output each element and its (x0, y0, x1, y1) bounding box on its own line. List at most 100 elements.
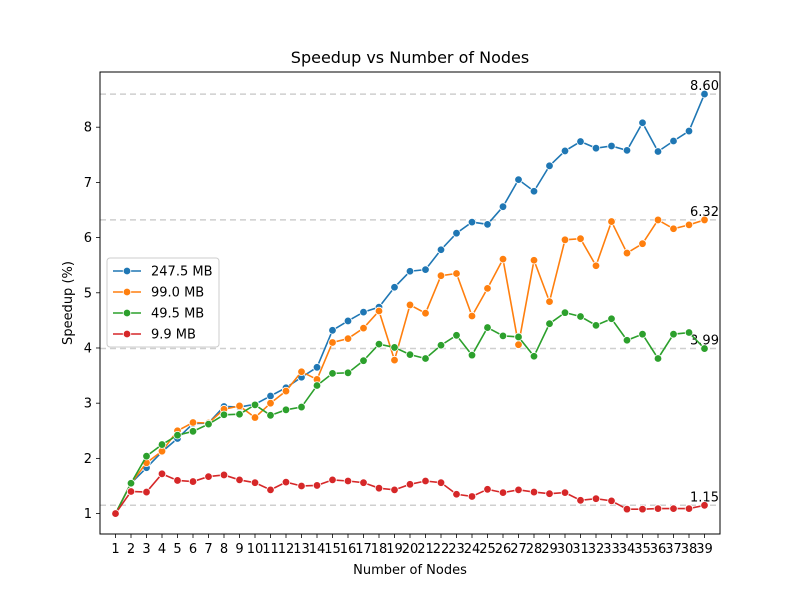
data-point (607, 217, 616, 226)
data-point (700, 501, 709, 510)
x-tick-label: 35 (634, 542, 651, 557)
data-point (653, 354, 663, 363)
data-point (560, 235, 570, 244)
y-axis: 1 2 3 4 5 6 7 8 (84, 121, 100, 522)
data-point (390, 485, 399, 495)
data-point (669, 224, 678, 233)
x-tick-label: 3 (142, 542, 150, 557)
data-point (250, 478, 260, 487)
data-point (669, 329, 678, 339)
x-tick-label: 23 (448, 542, 465, 557)
data-point (266, 398, 275, 408)
data-point (157, 440, 167, 449)
data-point (188, 427, 198, 436)
data-point (390, 343, 399, 352)
data-point (312, 481, 322, 490)
data-point (560, 308, 570, 317)
data-point (173, 476, 182, 485)
y-tick-label: 8 (84, 121, 92, 136)
data-point (638, 239, 647, 248)
data-point (421, 265, 430, 274)
data-point (343, 476, 353, 486)
data-point (591, 143, 601, 153)
data-point (281, 405, 291, 415)
data-point (545, 297, 554, 306)
data-point (514, 332, 523, 342)
data-point (467, 217, 477, 227)
data-point (173, 430, 182, 440)
x-tick-label: 15 (324, 542, 341, 557)
data-point (266, 411, 275, 420)
data-point (390, 355, 399, 365)
y-axis-label: Speedup (%) (61, 261, 76, 345)
data-point (312, 381, 322, 390)
data-point (607, 496, 616, 506)
data-point (219, 470, 229, 480)
data-point (576, 234, 585, 243)
data-point (188, 477, 198, 486)
data-point (405, 267, 415, 276)
reference-label: 6.32 (690, 205, 719, 220)
legend-label: 247.5 MB (151, 265, 212, 280)
x-tick-label: 16 (340, 542, 357, 557)
legend-box (106, 257, 220, 348)
data-point (669, 136, 678, 146)
legend-marker (122, 266, 132, 276)
data-point (421, 476, 430, 486)
data-point (297, 481, 306, 491)
x-tick-label: 17 (355, 542, 372, 557)
reference-label: 8.60 (690, 79, 719, 94)
data-point (421, 354, 430, 363)
data-point (622, 504, 632, 514)
legend: 247.5 MB 99.0 MB 49.5 MB 9.9 MB (106, 257, 220, 348)
x-tick-label: 7 (204, 542, 212, 557)
data-point (142, 487, 151, 497)
x-tick-label: 20 (402, 542, 419, 557)
x-tick-label: 19 (386, 542, 403, 557)
data-point (560, 146, 570, 156)
data-point (405, 350, 415, 359)
legend-label: 99.0 MB (151, 286, 204, 301)
data-point (576, 496, 585, 505)
data-point (684, 126, 694, 136)
data-point (436, 271, 446, 280)
x-tick-label: 34 (619, 542, 636, 557)
data-point (111, 509, 120, 518)
legend-label: 49.5 MB (151, 307, 204, 322)
data-point (498, 202, 508, 211)
data-point (684, 328, 694, 337)
x-tick-label: 36 (650, 542, 667, 557)
x-tick-label: 22 (433, 542, 450, 557)
chart-title: Speedup vs Number of Nodes (291, 48, 529, 67)
data-point (142, 451, 151, 461)
x-tick-label: 21 (417, 542, 434, 557)
data-point (514, 340, 523, 349)
x-tick-label: 2 (127, 542, 135, 557)
data-point (498, 488, 508, 497)
x-tick-label: 6 (189, 542, 197, 557)
data-point (281, 477, 291, 487)
x-tick-label: 12 (278, 542, 295, 557)
data-point (374, 306, 384, 316)
data-point (328, 338, 337, 347)
data-point (219, 410, 229, 419)
x-tick-label: 18 (371, 542, 388, 557)
x-tick-label: 27 (510, 542, 527, 557)
x-tick-label: 13 (293, 542, 310, 557)
x-axis: 1 2 3 4 5 6 7 8 9 1011121314151617181920212223242… (111, 534, 713, 557)
data-point (235, 410, 244, 419)
data-point (452, 490, 461, 499)
y-tick-label: 6 (84, 231, 92, 246)
data-point (622, 248, 632, 258)
data-point (607, 141, 616, 151)
data-point (700, 215, 709, 225)
y-tick-label: 5 (84, 286, 92, 301)
legend-marker (122, 287, 132, 297)
data-point (204, 419, 213, 429)
data-point (669, 504, 678, 513)
y-tick-label: 7 (84, 176, 92, 191)
legend-marker (122, 329, 132, 339)
data-point (529, 187, 539, 196)
x-tick-label: 24 (464, 542, 481, 557)
